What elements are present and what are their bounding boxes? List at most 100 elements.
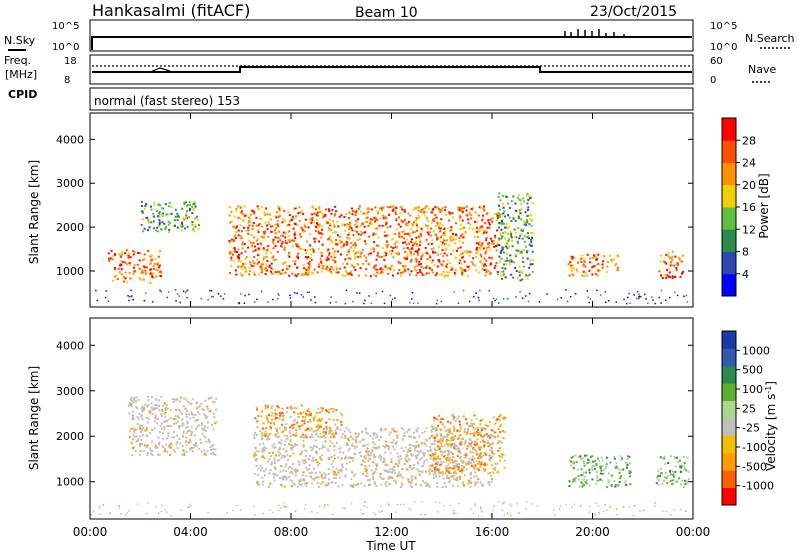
scatter-cell [284, 232, 287, 235]
scatter-cell [426, 439, 428, 442]
scatter-cell [251, 259, 254, 262]
scatter-cell [477, 433, 480, 436]
scatter-cell [523, 240, 526, 243]
scatter-cell [241, 241, 244, 244]
scatter-cell [439, 227, 442, 230]
scatter-cell [499, 252, 502, 254]
scatter-cell [357, 251, 360, 254]
scatter-cell [272, 451, 274, 454]
scatter-cell [334, 205, 337, 208]
scatter-cell [411, 244, 414, 247]
scatter-cell [99, 507, 101, 509]
scatter-cell [359, 230, 362, 233]
scatter-cell [233, 248, 236, 251]
scatter-cell [605, 466, 607, 468]
scatter-cell [180, 509, 182, 512]
scatter-cell [434, 453, 437, 456]
scatter-cell [623, 298, 625, 301]
scatter-cell [629, 462, 632, 465]
scatter-cell [476, 220, 479, 223]
scatter-cell [354, 210, 357, 213]
scatter-cell [265, 404, 268, 407]
scatter-cell [168, 231, 170, 234]
scatter-cell [492, 297, 495, 300]
scatter-cell [626, 455, 629, 458]
scatter-cell [349, 257, 352, 260]
scatter-cell [580, 468, 583, 471]
scatter-cell [406, 256, 409, 259]
scatter-cell [598, 513, 601, 515]
scatter-cell [316, 461, 319, 464]
scatter-cell [367, 454, 370, 457]
scatter-cell [190, 426, 193, 429]
scatter-cell [353, 445, 356, 448]
scatter-cell [359, 267, 362, 270]
scatter-cell [488, 223, 491, 226]
scatter-cell [595, 264, 598, 267]
scatter-cell [174, 289, 177, 291]
nsky-tick-bottom: 10^0 [52, 42, 79, 53]
scatter-cell [401, 208, 404, 211]
scatter-cell [255, 216, 258, 219]
scatter-cell [305, 436, 308, 438]
scatter-cell [448, 459, 451, 462]
scatter-cell [295, 215, 298, 218]
scatter-cell [331, 442, 334, 445]
scatter-cell [354, 214, 357, 217]
scatter-cell [496, 242, 499, 245]
scatter-cell [446, 254, 449, 257]
scatter-cell [333, 457, 336, 460]
scatter-cell [501, 453, 503, 456]
scatter-cell [607, 480, 610, 483]
scatter-cell [302, 212, 305, 215]
scatter-cell [398, 268, 401, 271]
scatter-cell [519, 199, 522, 202]
scatter-cell [192, 416, 195, 419]
scatter-cell [458, 421, 461, 424]
scatter-cell [682, 486, 685, 489]
scatter-cell [341, 484, 344, 487]
scatter-cell [314, 301, 317, 304]
scatter-cell [133, 435, 136, 438]
scatter-cell [642, 509, 645, 512]
scatter-cell [130, 405, 133, 408]
scatter-cell [447, 467, 450, 470]
scatter-cell [149, 432, 152, 435]
scatter-cell [350, 246, 353, 249]
scatter-cell [204, 399, 207, 402]
scatter-cell [435, 216, 438, 219]
scatter-cell [503, 237, 506, 240]
scatter-cell [469, 442, 472, 445]
scatter-cell [360, 463, 363, 466]
scatter-cell [295, 429, 298, 432]
scatter-cell [426, 265, 429, 267]
scatter-cell [348, 225, 351, 228]
scatter-cell [181, 221, 183, 224]
scatter-cell [351, 437, 354, 440]
scatter-cell [438, 225, 441, 227]
scatter-cell [156, 226, 159, 229]
scatter-cell [430, 248, 433, 251]
scatter-cell [490, 428, 493, 431]
scatter-cell [192, 398, 195, 401]
scatter-cell [495, 262, 498, 265]
scatter-cell [473, 235, 476, 238]
colorbar-tick-label: 8 [742, 246, 749, 259]
y-tick-label: 3000 [56, 177, 84, 190]
scatter-cell [261, 409, 264, 412]
scatter-cell [339, 469, 342, 472]
scatter-cell [182, 435, 185, 438]
scatter-cell [408, 428, 411, 431]
scatter-cell [166, 296, 168, 299]
scatter-cell [272, 247, 275, 250]
scatter-cell [450, 458, 453, 461]
scatter-cell [168, 445, 171, 448]
scatter-cell [687, 478, 690, 481]
scatter-cell [493, 505, 495, 507]
scatter-cell [470, 471, 472, 474]
scatter-cell [261, 467, 264, 469]
scatter-cell [479, 481, 482, 484]
scatter-cell [363, 456, 366, 458]
scatter-cell [440, 236, 442, 239]
scatter-cell [124, 252, 127, 255]
